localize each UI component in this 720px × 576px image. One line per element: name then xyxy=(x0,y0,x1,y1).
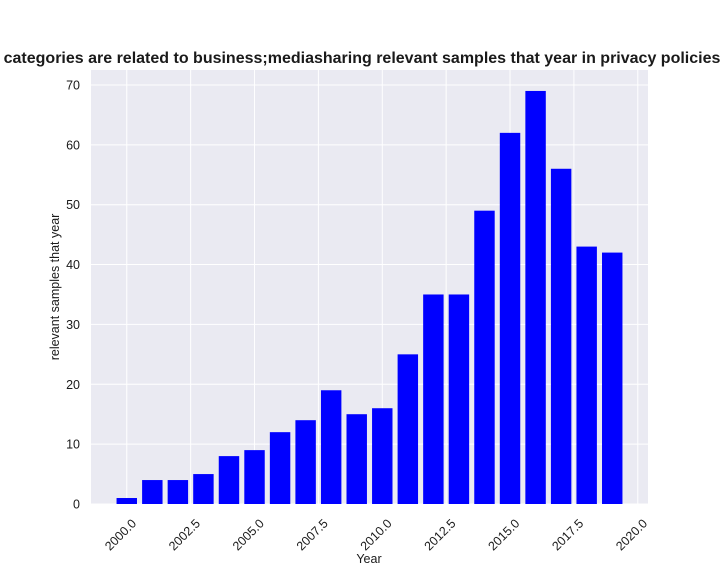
y-tick-label: 50 xyxy=(66,198,80,212)
bar-2005 xyxy=(244,450,265,504)
bars xyxy=(116,90,623,505)
y-axis-label: relevant samples that year xyxy=(48,214,62,361)
x-tick-labels: 2000.0 2002.5 2005.0 2007.5 2010.0 2012.5 2015… xyxy=(102,516,650,553)
chart-title: categories are related to business;media… xyxy=(4,50,720,67)
x-tick-label: 2015.0 xyxy=(485,516,522,553)
x-tick-label: 2010.0 xyxy=(358,516,395,553)
bar-2014 xyxy=(474,210,495,505)
bar-2004 xyxy=(218,456,240,504)
y-tick-label: 60 xyxy=(66,138,80,152)
bar-2017 xyxy=(550,168,572,505)
bar-2000 xyxy=(116,498,137,504)
x-tick-label: 2012.5 xyxy=(422,516,459,553)
x-tick-label: 2020.0 xyxy=(613,516,650,553)
bar-2013 xyxy=(448,294,470,504)
y-tick-label: 0 xyxy=(73,498,80,512)
y-tick-labels: 0 10 20 30 40 50 60 70 xyxy=(66,78,80,511)
bar-2006 xyxy=(269,432,291,504)
bar-2003 xyxy=(193,474,214,504)
x-tick-label: 2007.5 xyxy=(294,516,331,553)
x-tick-label: 2000.0 xyxy=(102,516,139,553)
bar-2009 xyxy=(346,414,367,504)
y-tick-label: 40 xyxy=(66,258,80,272)
x-tick-label: 2005.0 xyxy=(230,516,267,553)
x-axis-label: Year xyxy=(356,552,381,566)
bar-2008 xyxy=(320,390,342,504)
bar-2019 xyxy=(602,252,623,504)
bar-2007 xyxy=(295,420,316,504)
bar-2010 xyxy=(372,408,393,504)
y-tick-label: 70 xyxy=(66,78,80,92)
bar-2012 xyxy=(423,294,444,504)
y-tick-label: 10 xyxy=(66,438,80,452)
bar-2002 xyxy=(167,480,189,504)
bar-2016 xyxy=(525,90,546,504)
bar-2011 xyxy=(397,354,419,504)
bar-2001 xyxy=(142,480,163,504)
bar-2018 xyxy=(576,246,597,504)
y-tick-label: 20 xyxy=(66,378,80,392)
bar-2015 xyxy=(499,132,521,505)
x-tick-label: 2017.5 xyxy=(549,516,586,553)
y-tick-label: 30 xyxy=(66,318,80,332)
x-tick-label: 2002.5 xyxy=(166,516,203,553)
